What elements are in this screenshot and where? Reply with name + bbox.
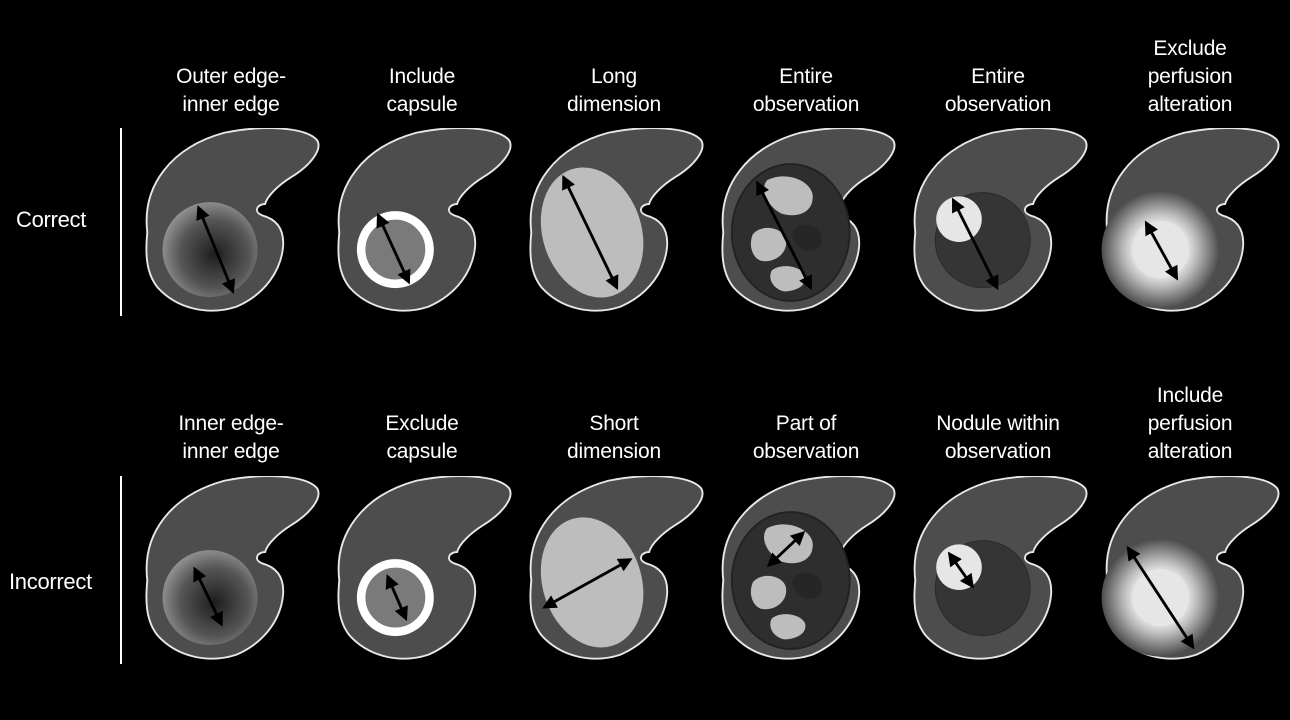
column-label: Outer edge-inner edge <box>176 65 286 116</box>
panel-long-dimension <box>518 128 708 318</box>
panel-nodule-within-observation <box>902 476 1092 666</box>
panel-short-dimension <box>518 476 708 666</box>
column-label: Part of observation <box>752 412 860 463</box>
row-label-correct: Correct <box>16 207 87 232</box>
column-label: Exclude perfusion alteration <box>1147 37 1233 116</box>
panel-exclude-capsule <box>326 476 516 666</box>
panel-include-perfusion-alteration <box>1094 476 1284 666</box>
column-label: Short dimension <box>567 412 661 463</box>
column-label: Nodule within observation <box>936 412 1060 463</box>
panel-inner-edge-inner-edge <box>134 476 324 666</box>
row-label-incorrect: Incorrect <box>9 569 92 594</box>
column-label: Entire observation <box>752 65 860 116</box>
panel-include-capsule <box>326 128 516 318</box>
panel-exclude-perfusion-alteration <box>1094 128 1284 318</box>
column-label: Include capsule <box>386 65 458 116</box>
divider-correct <box>120 128 122 316</box>
column-label: Inner edge-inner edge <box>178 412 284 463</box>
panel-entire-observation <box>710 128 900 318</box>
column-label: Long dimension <box>567 65 661 116</box>
column-label: Entire observation <box>944 65 1052 116</box>
divider-incorrect <box>120 476 122 664</box>
column-label: Exclude capsule <box>385 412 459 463</box>
panel-part-of-observation <box>710 476 900 666</box>
panel-outer-edge-inner-edge <box>134 128 324 318</box>
panel-entire-observation-nodule <box>902 128 1092 318</box>
column-label: Include perfusion alteration <box>1147 384 1233 463</box>
